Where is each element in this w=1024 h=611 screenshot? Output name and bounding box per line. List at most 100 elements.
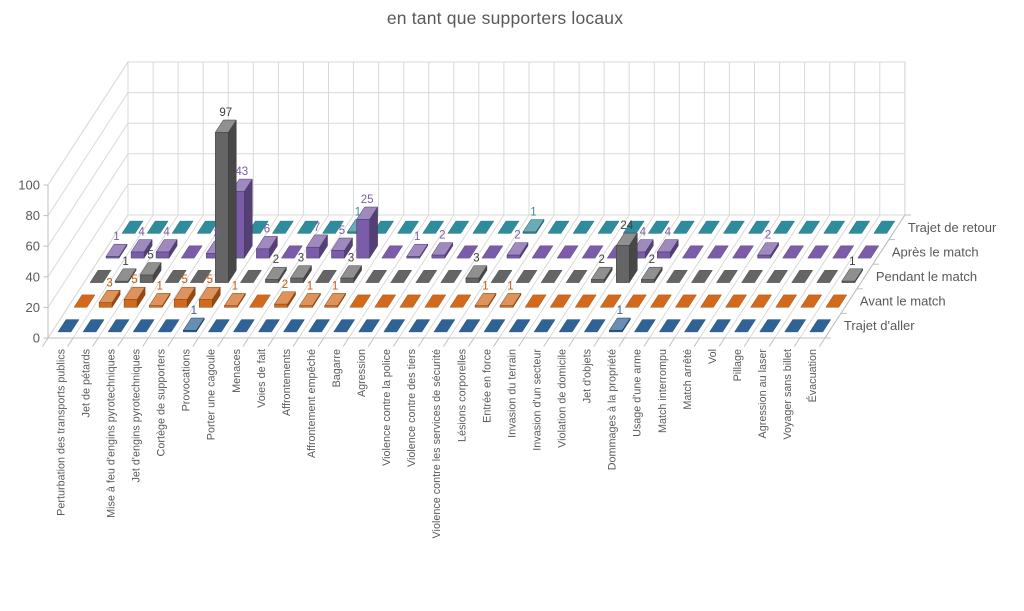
zero-tile bbox=[706, 245, 729, 259]
zero-tile bbox=[531, 245, 554, 259]
value-label: 4 bbox=[640, 227, 647, 239]
zero-tile bbox=[73, 294, 96, 308]
zero-tile bbox=[283, 319, 305, 333]
zero-tile bbox=[873, 220, 896, 234]
category-label: Violence contre les services de sécurité bbox=[431, 349, 443, 538]
bar bbox=[105, 243, 128, 257]
zero-tile bbox=[383, 319, 406, 333]
zero-tile bbox=[472, 220, 495, 234]
zero-tile bbox=[171, 220, 194, 234]
zero-tile bbox=[716, 270, 738, 283]
bar bbox=[356, 206, 379, 220]
value-label: 7 bbox=[314, 222, 320, 234]
zero-tile bbox=[848, 220, 871, 234]
zero-tile bbox=[415, 270, 438, 283]
zero-tile bbox=[207, 319, 230, 333]
bar bbox=[155, 239, 178, 253]
bar bbox=[228, 119, 237, 284]
series-label: Après le match bbox=[892, 244, 979, 259]
value-label: 1 bbox=[530, 207, 536, 219]
zero-tile bbox=[597, 220, 620, 234]
bar bbox=[356, 219, 370, 259]
bar bbox=[340, 265, 363, 279]
zero-tile bbox=[333, 319, 356, 333]
bar bbox=[331, 250, 345, 259]
bar bbox=[340, 277, 354, 283]
bar bbox=[173, 299, 188, 308]
bar bbox=[640, 266, 663, 280]
category-label: Cortège de supporters bbox=[156, 348, 168, 456]
bar bbox=[406, 243, 429, 257]
y-tick-label: 0 bbox=[33, 331, 40, 346]
bar bbox=[199, 299, 213, 308]
zero-tile bbox=[732, 245, 754, 259]
bar bbox=[641, 279, 655, 283]
zero-tile bbox=[315, 270, 337, 283]
zero-tile bbox=[232, 319, 255, 333]
value-label: 5 bbox=[181, 274, 187, 286]
zero-tile bbox=[239, 270, 262, 283]
bar bbox=[465, 265, 488, 279]
bar bbox=[506, 254, 521, 259]
zero-tile bbox=[547, 220, 570, 234]
zero-tile bbox=[280, 245, 303, 259]
zero-tile bbox=[57, 319, 80, 333]
zero-tile bbox=[107, 319, 130, 333]
category-label: Bagarre bbox=[331, 349, 343, 387]
category-label: Affrontements bbox=[281, 348, 293, 416]
category-label: Voyager sans billet bbox=[782, 349, 794, 440]
value-label: 1 bbox=[414, 231, 420, 243]
zero-tile bbox=[709, 319, 732, 333]
category-label: Jet d'objets bbox=[582, 348, 594, 403]
value-label: 1 bbox=[507, 280, 513, 292]
value-label: 4 bbox=[138, 227, 145, 239]
value-label: 3 bbox=[348, 253, 354, 265]
value-label: 1 bbox=[156, 280, 162, 292]
zero-tile bbox=[572, 220, 595, 234]
category-label: Invasion du terrain bbox=[506, 349, 518, 438]
zero-tile bbox=[490, 270, 513, 283]
value-label: 1 bbox=[307, 280, 313, 292]
bar bbox=[274, 303, 288, 308]
bar bbox=[114, 268, 137, 282]
zero-tile bbox=[823, 220, 846, 234]
zero-tile bbox=[658, 319, 681, 333]
category-label: Perturbation des transports publics bbox=[55, 348, 67, 515]
zero-tile bbox=[722, 220, 745, 234]
zero-tile bbox=[782, 245, 805, 259]
zero-tile bbox=[481, 245, 504, 259]
bar bbox=[290, 265, 312, 279]
value-label: 1 bbox=[113, 231, 119, 243]
category-label: Mise à feu d'engins pyrotechniques bbox=[106, 348, 118, 518]
zero-tile bbox=[258, 319, 280, 333]
bar bbox=[331, 237, 353, 251]
value-label: 4 bbox=[163, 227, 170, 239]
bar bbox=[615, 232, 638, 246]
bar bbox=[299, 293, 321, 306]
bar bbox=[590, 266, 613, 280]
bar bbox=[223, 293, 246, 306]
value-label: 3 bbox=[298, 253, 304, 265]
value-label: 1 bbox=[617, 305, 623, 317]
zero-tile bbox=[132, 319, 155, 333]
zero-tile bbox=[422, 220, 445, 234]
bar bbox=[608, 317, 631, 331]
value-label: 6 bbox=[264, 223, 270, 235]
value-label: 5 bbox=[207, 274, 213, 286]
category-label: Provocations bbox=[181, 348, 193, 411]
zero-tile bbox=[690, 270, 713, 283]
category-label: Violation de domicile bbox=[557, 349, 569, 448]
zero-tile bbox=[633, 319, 656, 333]
value-label: 3 bbox=[106, 277, 112, 289]
zero-tile bbox=[775, 294, 798, 308]
bar bbox=[139, 262, 162, 276]
bar bbox=[465, 277, 480, 283]
bar bbox=[215, 132, 229, 283]
series-label: Trajet d'aller bbox=[844, 318, 915, 333]
zero-tile bbox=[581, 245, 604, 259]
zero-tile bbox=[424, 294, 447, 308]
zero-tile bbox=[700, 294, 722, 308]
value-label: 5 bbox=[339, 225, 345, 237]
value-label: 1 bbox=[122, 256, 128, 268]
zero-tile bbox=[647, 220, 670, 234]
